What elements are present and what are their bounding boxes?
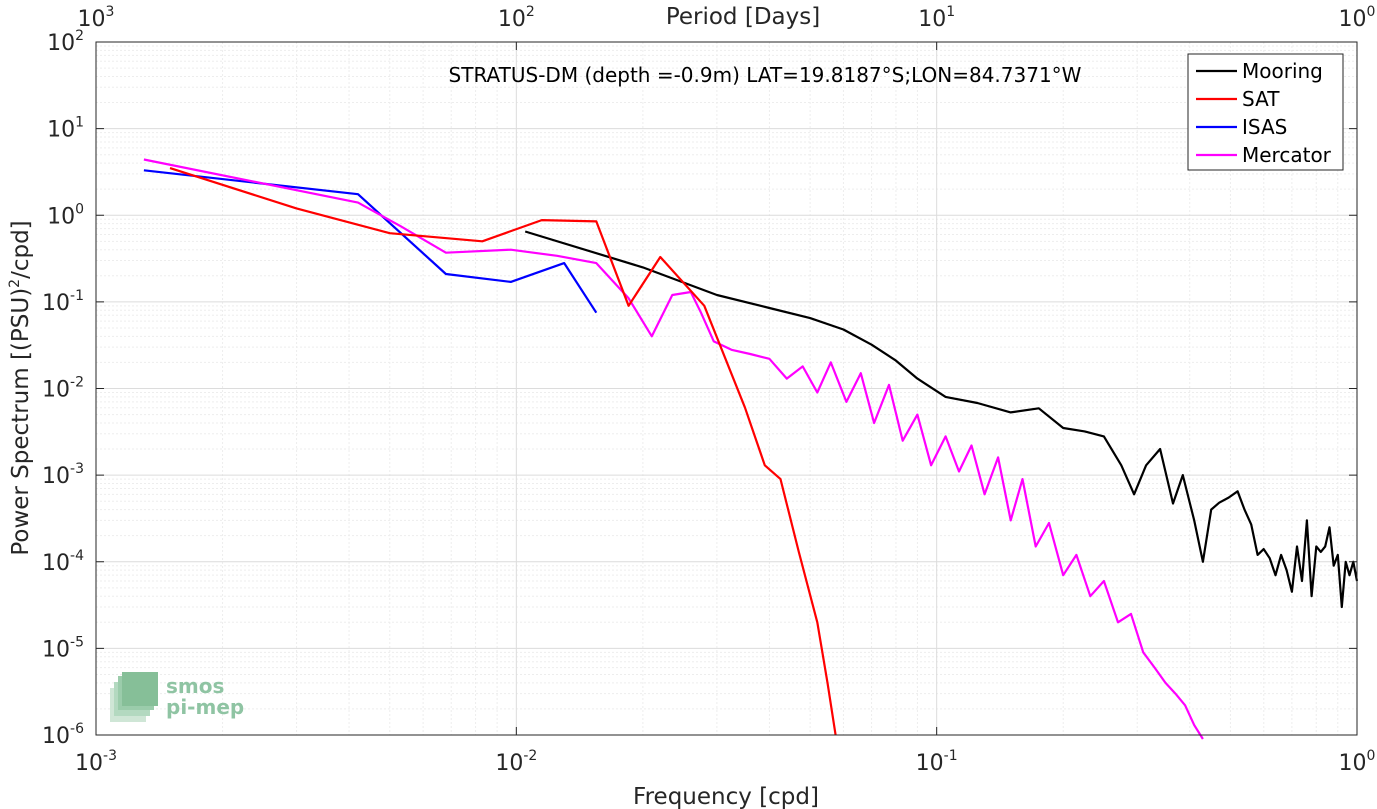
legend-label-sat: SAT [1242, 87, 1280, 111]
y-axis-label-tail: /cpd] [8, 220, 34, 279]
series-layer [143, 158, 1359, 740]
period-tick-label: 103 [78, 4, 115, 32]
period-tick-label: 102 [498, 4, 535, 32]
period-axis-label: Period [Days] [666, 4, 820, 30]
tick-base: 10 [47, 31, 75, 56]
series-line-isas [143, 169, 598, 314]
plot-frame [95, 41, 1358, 736]
logo-text-pimep: pi-mep [166, 695, 244, 719]
tick-exponent: -2 [70, 375, 84, 391]
series-line-mercator [143, 158, 1204, 740]
y-tick-label: 101 [47, 115, 84, 143]
legend-label-mercator: Mercator [1242, 143, 1332, 167]
tick-base: 10 [498, 7, 526, 32]
y-tick-label: 10-4 [42, 548, 84, 576]
y-tick-label: 10-3 [42, 461, 84, 489]
tick-base: 10 [1339, 7, 1367, 32]
y-axis-label-sup: 2 [7, 279, 23, 288]
tick-exponent: -2 [523, 748, 537, 764]
legend: Mooring SAT ISAS Mercator [1187, 53, 1344, 171]
x-tick-label: 10-1 [916, 748, 958, 776]
tick-base: 10 [918, 7, 946, 32]
tick-exponent: 1 [75, 115, 84, 131]
legend-label-mooring: Mooring [1242, 59, 1323, 83]
smos-pimep-logo: smos pi-mep [110, 672, 244, 722]
tick-base: 10 [42, 291, 70, 316]
x-tick-label: 10-2 [495, 748, 537, 776]
tick-base: 10 [47, 118, 75, 143]
x-axis-label: Frequency [cpd] [633, 784, 819, 809]
tick-exponent: -6 [70, 721, 84, 737]
legend-label-isas: ISAS [1242, 115, 1287, 139]
y-tick-label: 10-5 [42, 634, 84, 662]
period-tick-labels: 103 102 101 100 [78, 4, 1376, 32]
tick-base: 10 [47, 204, 75, 229]
tick-exponent: -3 [70, 461, 84, 477]
chart-title: STRATUS-DM (depth =-0.9m) LAT=19.8187°S;… [449, 63, 1082, 87]
tick-base: 10 [42, 637, 70, 662]
tick-base: 10 [42, 551, 70, 576]
period-tick-label: 100 [1339, 4, 1376, 32]
tick-base: 10 [495, 751, 523, 776]
tick-exponent: -1 [70, 288, 84, 304]
tick-base: 10 [42, 378, 70, 403]
period-tick-label: 101 [918, 4, 955, 32]
y-tick-label: 100 [47, 201, 84, 229]
legend-box [1187, 53, 1344, 171]
y-tick-label: 102 [47, 28, 84, 56]
tick-exponent: 2 [75, 28, 84, 44]
tick-base: 10 [916, 751, 944, 776]
tick-exponent: 3 [106, 4, 115, 20]
y-axis-label-main: Power Spectrum [(PSU) [8, 288, 34, 556]
tick-base: 10 [42, 724, 70, 749]
minor-grid [96, 42, 1357, 735]
tick-base: 10 [42, 464, 70, 489]
x-tick-label: 10-3 [75, 748, 117, 776]
tick-exponent: -1 [944, 748, 958, 764]
tick-exponent: -3 [103, 748, 117, 764]
tick-base: 10 [78, 7, 106, 32]
tick-exponent: 0 [75, 201, 84, 217]
tick-base: 10 [75, 751, 103, 776]
logo-text-smos: smos [166, 674, 224, 698]
legend-items: Mooring SAT ISAS Mercator [1196, 59, 1332, 167]
x-tick-label: 100 [1339, 748, 1376, 776]
tick-exponent: 1 [946, 4, 955, 20]
y-tick-label: 10-2 [42, 375, 84, 403]
tick-base: 10 [1339, 751, 1367, 776]
tick-exponent: 0 [1367, 4, 1376, 20]
y-axis-label: Power Spectrum [(PSU)2/cpd] [7, 220, 34, 555]
y-tick-label: 10-6 [42, 721, 84, 749]
x-tick-labels: 10-3 10-2 10-1 100 [75, 748, 1375, 776]
tick-exponent: 0 [1367, 748, 1376, 764]
tick-exponent: -4 [70, 548, 84, 564]
tick-exponent: 2 [526, 4, 535, 20]
series-line-sat [169, 167, 837, 736]
tick-exponent: -5 [70, 634, 84, 650]
series-line-mooring [524, 230, 1359, 609]
y-tick-label: 10-1 [42, 288, 84, 316]
